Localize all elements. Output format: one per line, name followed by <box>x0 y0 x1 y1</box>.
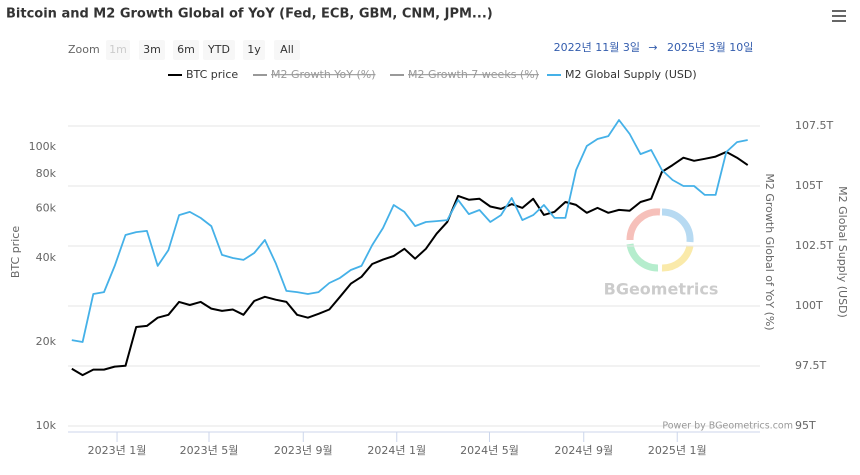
x-tick-label: 2023년 5월 <box>180 444 239 457</box>
menu-icon[interactable] <box>832 10 846 22</box>
menu-bar <box>832 15 846 17</box>
legend-label[interactable]: BTC price <box>186 68 238 81</box>
y-tick-label: 10k <box>36 419 57 432</box>
x-tick-label: 2024년 9월 <box>554 444 613 457</box>
zoom-button[interactable] <box>106 40 130 60</box>
menu-bar <box>832 10 846 12</box>
y2-axis-title: M2 Growth Global of YoY (%) <box>763 173 776 330</box>
x-tick-label: 2024년 5월 <box>460 444 519 457</box>
range-from[interactable]: 2022년 11월 3일 <box>554 40 640 54</box>
y-tick-label: 80k <box>36 167 57 180</box>
y2-tick-label: 105T <box>795 179 823 192</box>
zoom-button-label: 1m <box>109 43 127 56</box>
y2-tick-label: 95T <box>795 419 816 432</box>
x-tick-label: 2025년 1월 <box>648 444 707 457</box>
y2-tick-label: 107.5T <box>795 119 833 132</box>
y2-tick-label: 100T <box>795 299 823 312</box>
series-line <box>71 150 749 377</box>
x-tick-label: 2023년 1월 <box>88 444 147 457</box>
zoom-button[interactable] <box>173 40 199 60</box>
credits: Power by BGeometrics.com <box>662 421 793 432</box>
legend-label[interactable]: M2 Growth YoY (%) <box>271 68 376 81</box>
range-arrow: → <box>648 41 657 54</box>
y-tick-label: 20k <box>36 335 57 348</box>
x-tick-label: 2023년 9월 <box>274 444 333 457</box>
zoom-button-label: 1y <box>247 43 261 56</box>
range-to[interactable]: 2025년 3월 10일 <box>667 40 753 54</box>
y-tick-label: 40k <box>36 251 57 264</box>
series-line <box>71 119 748 343</box>
legend-label[interactable]: M2 Growth 7 weeks (%) <box>408 68 539 81</box>
zoom-button[interactable] <box>203 40 235 60</box>
x-tick-label: 2024년 1월 <box>367 444 426 457</box>
y2-tick-label: 97.5T <box>795 359 826 372</box>
y-tick-label: 100k <box>29 140 57 153</box>
zoom-button-label: 6m <box>177 43 195 56</box>
zoom-button[interactable] <box>274 40 300 60</box>
watermark-logo <box>626 208 694 272</box>
chart-title: Bitcoin and M2 Growth Global of YoY (Fed… <box>6 7 493 22</box>
y-tick-label: 60k <box>36 202 57 215</box>
zoom-button[interactable] <box>243 40 265 60</box>
y2-tick-label: 102.5T <box>795 239 833 252</box>
zoom-label: Zoom <box>68 43 100 56</box>
menu-bar <box>832 20 846 22</box>
zoom-button[interactable] <box>139 40 165 60</box>
watermark: BGeometrics <box>604 280 719 299</box>
zoom-button-label: 3m <box>143 43 161 56</box>
y3-axis-title: M2 Global Supply (USD) <box>836 186 849 318</box>
y-axis-title: BTC price <box>9 226 22 278</box>
zoom-button-label: All <box>280 43 294 56</box>
legend-label[interactable]: M2 Global Supply (USD) <box>565 68 697 81</box>
zoom-button-label: YTD <box>207 43 230 56</box>
